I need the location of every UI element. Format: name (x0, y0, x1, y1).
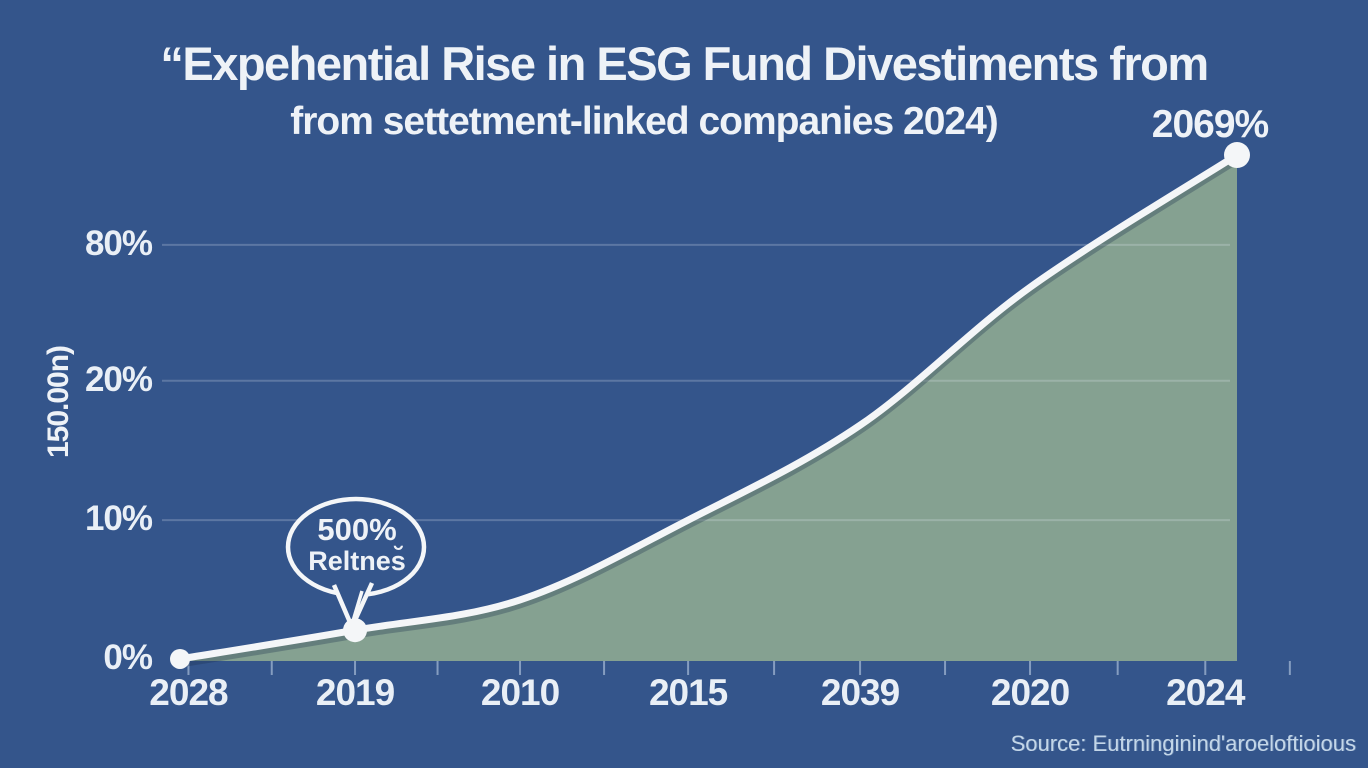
callout-tail-inner-line (351, 590, 364, 622)
y-tick-label-10%: 10% (84, 499, 153, 539)
y-tick-label-0%: 0% (103, 637, 153, 677)
callout-bubble-text: 500% Reltnes̆ (288, 512, 426, 576)
y-tick-label-80%: 80% (84, 223, 153, 263)
data-point-marker-2028 (170, 648, 190, 669)
data-point-marker-2024 (1224, 142, 1250, 168)
source-attribution: Source: Eutrninginind'aroeloftioious (1010, 731, 1356, 756)
x-tick-label-2028: 2028 (149, 672, 228, 713)
endpoint-value-label: 2069% (1151, 103, 1269, 146)
x-tick-label-2020: 2020 (990, 672, 1070, 713)
x-tick-label-2015: 2015 (648, 672, 728, 713)
callout-caption: Reltnes̆ (308, 545, 406, 576)
chart-title: “Expehential Rise in ESG Fund Divestimen… (160, 37, 1209, 90)
callout-value: 500% (317, 512, 397, 547)
data-point-marker-2019 (343, 618, 368, 643)
y-axis-title: 150.00n) (42, 345, 75, 459)
x-tick-label-2019: 2019 (315, 672, 395, 713)
chart-subtitle: from settetment-linked companies 2024) (290, 100, 999, 143)
x-tick-label-2024: 2024 (1166, 672, 1245, 713)
x-tick-label-2039: 2039 (820, 672, 900, 713)
area-fill (180, 155, 1237, 661)
y-tick-label-20%: 20% (84, 359, 153, 399)
x-tick-label-2010: 2010 (480, 672, 560, 713)
